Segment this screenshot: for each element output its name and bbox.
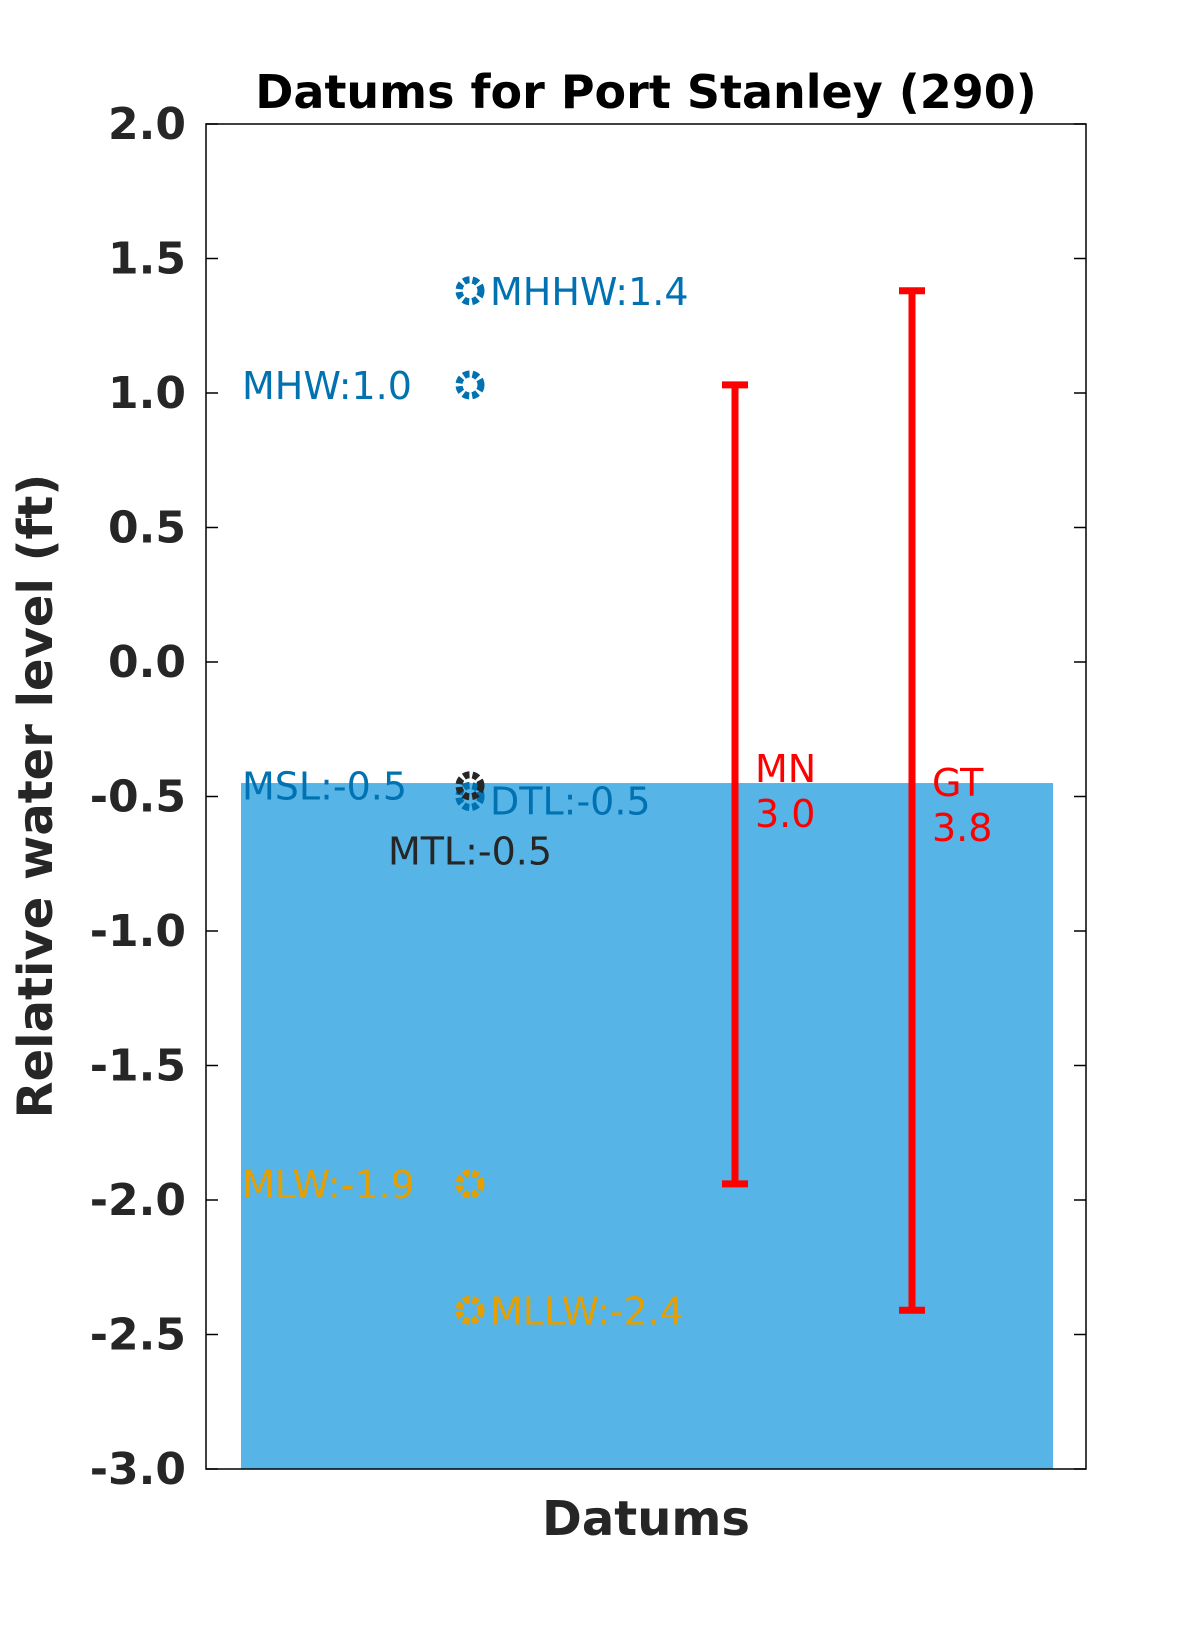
datum-marker bbox=[455, 1169, 485, 1199]
datum-label: DTL:-0.5 bbox=[490, 780, 651, 824]
y-tick-label: -2.0 bbox=[90, 1175, 186, 1226]
range-label-value: 3.8 bbox=[932, 806, 992, 850]
y-tick-label: -2.5 bbox=[90, 1310, 186, 1361]
y-tick-label: 1.0 bbox=[108, 368, 186, 419]
datum-markers: MHHW:1.4 MHW:1.0 MSL:-0.5 DTL:-0.5 MTL:-0.5 M… bbox=[242, 270, 689, 1334]
y-axis-label: Relative water level (ft) bbox=[8, 474, 64, 1119]
y-tick-label: -0.5 bbox=[90, 772, 186, 823]
y-tick-label: 2.0 bbox=[108, 99, 186, 150]
datum-marker bbox=[455, 782, 485, 811]
datum-marker bbox=[455, 276, 485, 306]
y-tick-label: -3.0 bbox=[90, 1444, 186, 1495]
y-tick-label: 1.5 bbox=[108, 234, 186, 285]
water-level-fill bbox=[241, 783, 1053, 1469]
datum-label: MHW:1.0 bbox=[242, 364, 412, 408]
chart-title: Datums for Port Stanley (290) bbox=[255, 65, 1037, 119]
range-label-name: MN bbox=[755, 747, 816, 791]
range-label-value: 3.0 bbox=[755, 792, 815, 836]
x-axis-label: Datums bbox=[542, 1491, 750, 1547]
y-tick-label: -1.5 bbox=[90, 1041, 186, 1092]
y-tick-label: -1.0 bbox=[90, 906, 186, 957]
datum-label: MLW:-1.9 bbox=[242, 1163, 415, 1207]
datum-marker bbox=[455, 771, 485, 801]
range-label-name: GT bbox=[932, 761, 984, 805]
datum-label: MTL:-0.5 bbox=[388, 830, 552, 874]
y-tick-label: 0.5 bbox=[108, 503, 186, 554]
datum-label: MSL:-0.5 bbox=[242, 765, 407, 809]
datum-marker bbox=[455, 1295, 485, 1325]
tidal-ranges: MN3.0 GT3.8 bbox=[722, 287, 992, 1314]
y-axis-ticks: 2.0 1.5 1.0 0.5 0.0 -0.5 -1.0 -1.5 -2.0 -2.5 -3.0 bbox=[90, 99, 1086, 1495]
datum-label: MHHW:1.4 bbox=[490, 270, 689, 314]
datum-marker bbox=[455, 370, 485, 400]
datum-label: MLLW:-2.4 bbox=[490, 1289, 684, 1333]
y-tick-label: 0.0 bbox=[108, 637, 186, 688]
